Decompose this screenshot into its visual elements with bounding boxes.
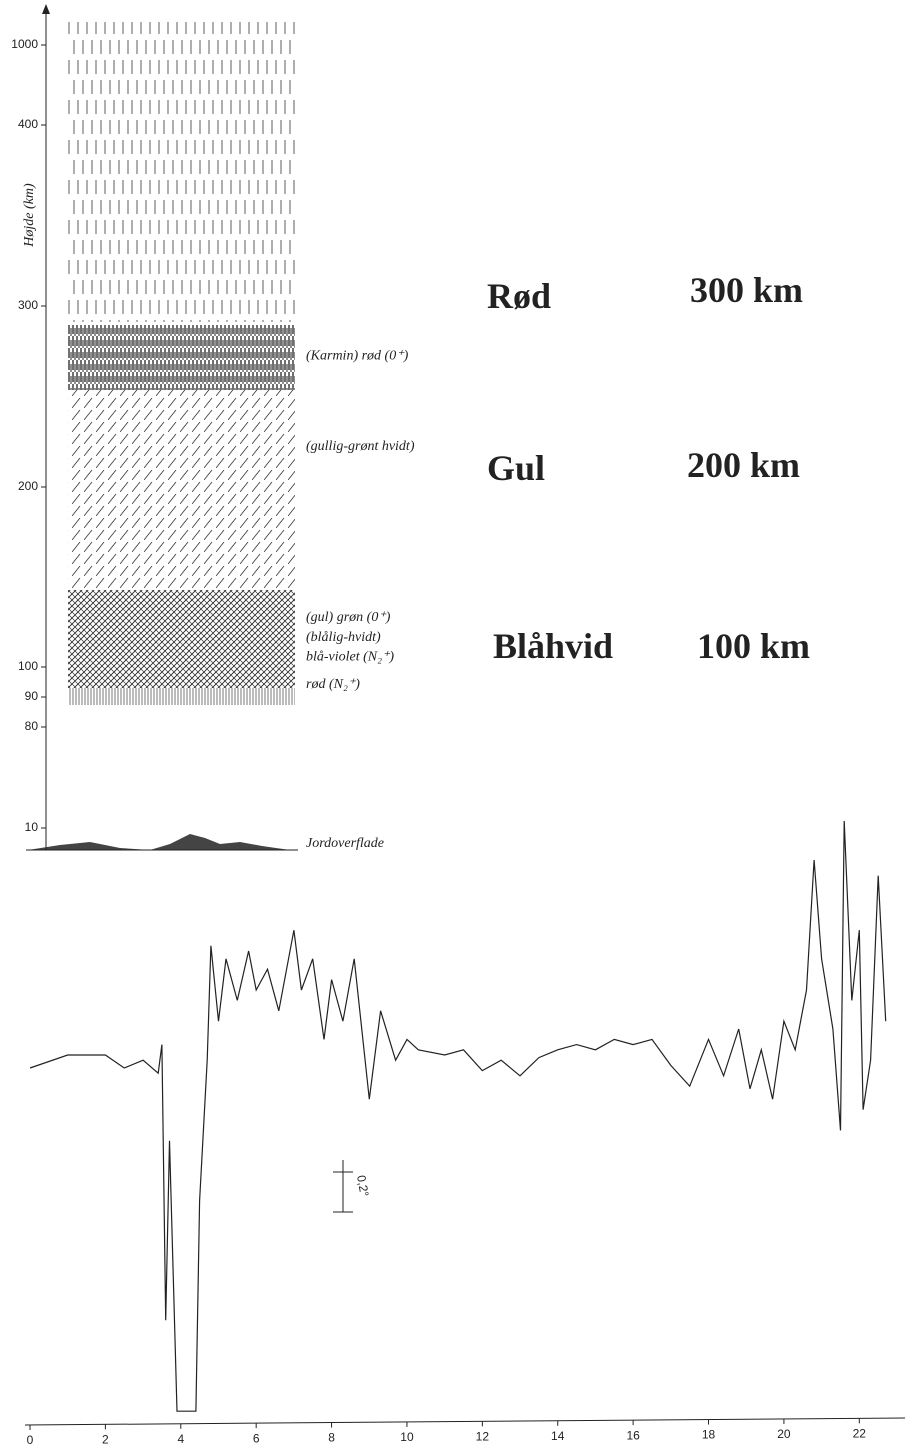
band-red (68, 325, 295, 390)
band-diagonal (68, 390, 295, 590)
axis-arrow (42, 4, 50, 14)
y-tick-label: 90 (25, 689, 39, 703)
y-tick-label: 80 (25, 719, 39, 733)
trace (29, 820, 887, 1412)
y-tick-label: 400 (18, 117, 38, 131)
y-axis-label: Højde (km) (22, 183, 37, 248)
y-tick-label: 100 (18, 659, 38, 673)
x-tick-label: 12 (476, 1430, 490, 1444)
band-fine (68, 688, 295, 705)
x-tick-label: 18 (702, 1428, 716, 1442)
terrain (28, 834, 290, 850)
annotation-height: 300 km (690, 270, 803, 310)
y-tick-label: 10 (25, 820, 39, 834)
x-tick-label: 8 (328, 1431, 335, 1445)
band-green (68, 590, 295, 688)
x-tick-label: 0 (27, 1433, 34, 1447)
layer-label: rød (N₂⁺) (306, 677, 360, 692)
annotation-color: Rød (487, 276, 551, 316)
annotation-color: Gul (487, 448, 545, 488)
y-tick-label: 1000 (11, 37, 38, 51)
annotation-height: 200 km (687, 445, 800, 485)
y-tick-label: 300 (18, 298, 38, 312)
band-dashes (68, 22, 295, 322)
x-tick-label: 6 (253, 1431, 260, 1445)
x-tick-label: 22 (853, 1427, 867, 1441)
scale-label: 0,2° (354, 1174, 372, 1198)
x-tick-label: 14 (551, 1429, 565, 1443)
layer-label: Jordoverflade (306, 836, 384, 851)
x-tick-label: 16 (626, 1428, 640, 1442)
x-tick-label: 20 (777, 1427, 791, 1441)
layer-label: (gullig-grønt hvidt) (306, 439, 415, 454)
x-tick-label: 2 (102, 1433, 109, 1447)
x-tick-label: 10 (400, 1430, 414, 1444)
y-tick-label: 200 (18, 479, 38, 493)
x-axis (24, 1417, 906, 1426)
layer-label: (blålig-hvidt) (306, 630, 381, 645)
x-tick-label: 4 (177, 1432, 184, 1446)
annotation-height: 100 km (697, 626, 810, 666)
aurora-bands (68, 22, 295, 705)
layer-label: (Karmin) rød (0⁺) (306, 348, 409, 363)
layer-label: blå-violet (N₂⁺) (306, 650, 394, 665)
annotation-color: Blåhvid (493, 626, 613, 666)
layer-label: (gul) grøn (0⁺) (306, 610, 391, 625)
